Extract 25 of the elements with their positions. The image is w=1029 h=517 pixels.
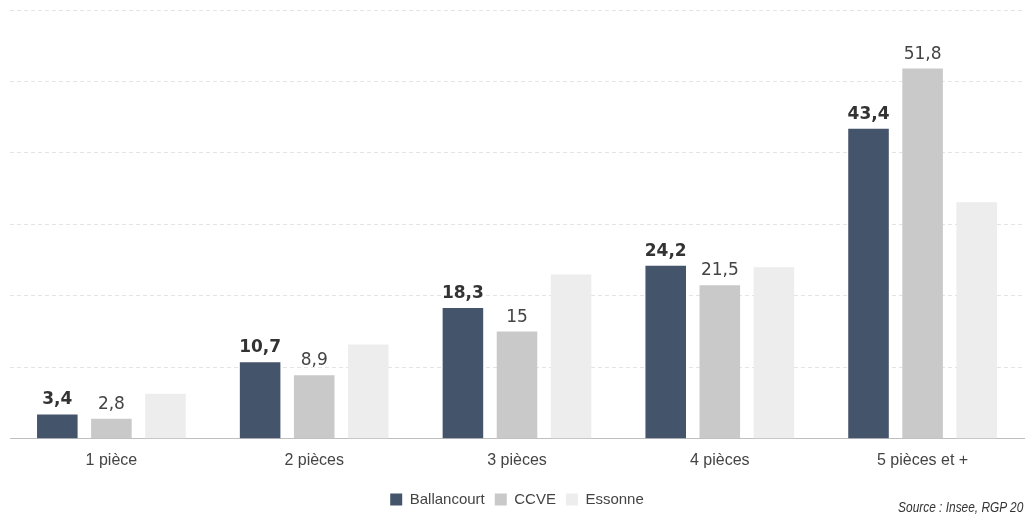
x-tick-label: 1 pièce xyxy=(85,450,138,468)
legend-label: CCVE xyxy=(514,489,556,507)
bar xyxy=(37,414,78,439)
x-tick-label: 4 pièces xyxy=(690,450,750,468)
bar xyxy=(645,265,686,439)
data-label: 2,8 xyxy=(97,392,125,413)
legend-label: Ballancourt xyxy=(409,489,486,507)
x-tick-label: 3 pièces xyxy=(487,450,547,468)
bar xyxy=(145,393,186,439)
source-note: Source : Insee, RGP 20 xyxy=(897,499,1023,515)
data-label: 8,9 xyxy=(300,349,328,370)
data-label: 43,4 xyxy=(847,102,890,123)
data-label: 24,2 xyxy=(644,239,687,260)
data-label: 18,3 xyxy=(441,281,484,302)
bar xyxy=(239,362,281,439)
bar xyxy=(848,128,889,439)
data-label: 10,7 xyxy=(239,336,282,357)
data-label: 21,5 xyxy=(700,259,739,280)
data-label: 51,8 xyxy=(903,42,942,63)
x-tick-label: 2 pièces xyxy=(284,450,344,468)
legend-label: Essonne xyxy=(585,489,644,507)
data-label: 15 xyxy=(506,305,528,326)
bar xyxy=(442,308,484,439)
data-label: 3,4 xyxy=(42,388,73,409)
x-tick-label: 5 pièces et + xyxy=(877,450,969,468)
